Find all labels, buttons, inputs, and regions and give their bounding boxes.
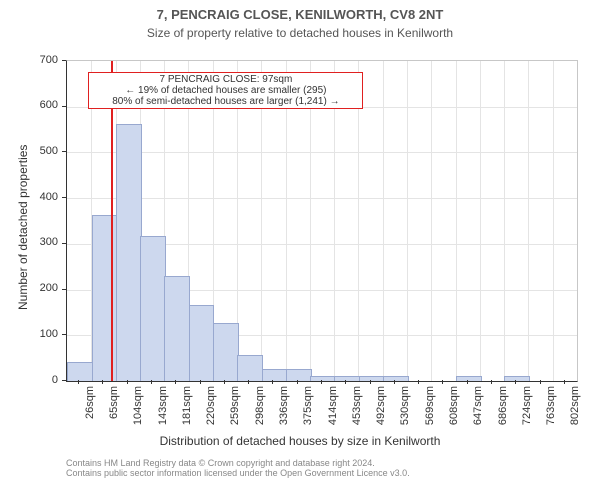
v-gridline bbox=[528, 61, 529, 381]
y-tick bbox=[62, 106, 66, 107]
x-tick-label: 569sqm bbox=[424, 386, 436, 426]
y-tick-label: 400 bbox=[0, 191, 58, 203]
histogram-bar bbox=[213, 323, 239, 381]
v-gridline bbox=[553, 61, 554, 381]
x-tick bbox=[224, 380, 225, 384]
x-tick bbox=[442, 380, 443, 384]
x-tick bbox=[418, 380, 419, 384]
y-tick-label: 100 bbox=[0, 328, 58, 340]
footer-credits: Contains HM Land Registry data © Crown c… bbox=[66, 458, 410, 478]
chart-title-1: 7, PENCRAIG CLOSE, KENILWORTH, CV8 2NT bbox=[0, 7, 600, 22]
x-tick-label: 414sqm bbox=[327, 386, 339, 426]
x-tick bbox=[370, 380, 371, 384]
histogram-bar bbox=[237, 355, 263, 381]
y-tick bbox=[62, 60, 66, 61]
x-tick bbox=[151, 380, 152, 384]
x-tick bbox=[272, 380, 273, 384]
histogram-bar bbox=[164, 276, 190, 381]
x-tick-label: 220sqm bbox=[205, 386, 217, 426]
footer-line: Contains HM Land Registry data © Crown c… bbox=[66, 458, 410, 468]
x-tick bbox=[127, 380, 128, 384]
y-tick-label: 700 bbox=[0, 54, 58, 66]
y-tick-label: 500 bbox=[0, 145, 58, 157]
x-tick bbox=[321, 380, 322, 384]
x-tick-label: 802sqm bbox=[569, 386, 581, 426]
histogram-bar bbox=[310, 376, 336, 381]
footer-line: Contains public sector information licen… bbox=[66, 468, 410, 478]
y-tick bbox=[62, 197, 66, 198]
x-tick-label: 375sqm bbox=[302, 386, 314, 426]
x-tick-label: 686sqm bbox=[497, 386, 509, 426]
y-tick bbox=[62, 334, 66, 335]
x-tick bbox=[540, 380, 541, 384]
x-tick-label: 143sqm bbox=[157, 386, 169, 426]
histogram-bar bbox=[286, 369, 312, 381]
x-tick bbox=[248, 380, 249, 384]
x-tick-label: 453sqm bbox=[351, 386, 363, 426]
histogram-bar bbox=[189, 305, 215, 381]
x-tick-label: 259sqm bbox=[229, 386, 241, 426]
histogram-bar bbox=[334, 376, 360, 381]
x-tick-label: 608sqm bbox=[448, 386, 460, 426]
x-tick bbox=[491, 380, 492, 384]
x-tick-label: 104sqm bbox=[132, 386, 144, 426]
x-tick bbox=[78, 380, 79, 384]
x-tick bbox=[564, 380, 565, 384]
x-tick bbox=[175, 380, 176, 384]
histogram-bar bbox=[383, 376, 409, 381]
x-tick bbox=[102, 380, 103, 384]
histogram-bar bbox=[116, 124, 142, 381]
x-tick-label: 26sqm bbox=[84, 386, 96, 426]
x-tick bbox=[345, 380, 346, 384]
x-tick-label: 530sqm bbox=[399, 386, 411, 426]
x-tick-label: 336sqm bbox=[278, 386, 290, 426]
x-tick-label: 724sqm bbox=[521, 386, 533, 426]
annotation-line: 80% of semi-detached houses are larger (… bbox=[94, 96, 357, 107]
v-gridline bbox=[480, 61, 481, 381]
annotation-box: 7 PENCRAIG CLOSE: 97sqm← 19% of detached… bbox=[88, 72, 363, 109]
y-tick-label: 600 bbox=[0, 99, 58, 111]
y-tick bbox=[62, 243, 66, 244]
histogram-bar bbox=[504, 376, 530, 381]
v-gridline bbox=[456, 61, 457, 381]
v-gridline bbox=[407, 61, 408, 381]
histogram-bar bbox=[262, 369, 288, 381]
v-gridline bbox=[383, 61, 384, 381]
chart-title-2: Size of property relative to detached ho… bbox=[0, 26, 600, 40]
v-gridline bbox=[504, 61, 505, 381]
y-tick bbox=[62, 151, 66, 152]
x-tick bbox=[200, 380, 201, 384]
h-gridline bbox=[67, 152, 577, 153]
y-tick-label: 200 bbox=[0, 282, 58, 294]
x-tick-label: 65sqm bbox=[108, 386, 120, 426]
x-tick bbox=[394, 380, 395, 384]
y-tick bbox=[62, 289, 66, 290]
y-tick-label: 300 bbox=[0, 236, 58, 248]
histogram-bar bbox=[67, 362, 93, 381]
x-tick bbox=[467, 380, 468, 384]
v-gridline bbox=[431, 61, 432, 381]
y-tick-label: 0 bbox=[0, 374, 58, 386]
histogram-bar bbox=[456, 376, 482, 381]
x-tick-label: 298sqm bbox=[254, 386, 266, 426]
x-tick-label: 181sqm bbox=[181, 386, 193, 426]
x-tick bbox=[297, 380, 298, 384]
histogram-bar bbox=[92, 215, 118, 381]
histogram-bar bbox=[359, 376, 385, 381]
x-tick-label: 763sqm bbox=[545, 386, 557, 426]
histogram-bar bbox=[140, 236, 166, 381]
x-axis-title: Distribution of detached houses by size … bbox=[0, 434, 600, 448]
annotation-line: 7 PENCRAIG CLOSE: 97sqm bbox=[94, 74, 357, 85]
x-tick-label: 647sqm bbox=[472, 386, 484, 426]
plot-area: 7 PENCRAIG CLOSE: 97sqm← 19% of detached… bbox=[66, 60, 578, 382]
annotation-line: ← 19% of detached houses are smaller (29… bbox=[94, 85, 357, 96]
x-tick-label: 492sqm bbox=[375, 386, 387, 426]
y-tick bbox=[62, 380, 66, 381]
x-tick bbox=[515, 380, 516, 384]
h-gridline bbox=[67, 198, 577, 199]
